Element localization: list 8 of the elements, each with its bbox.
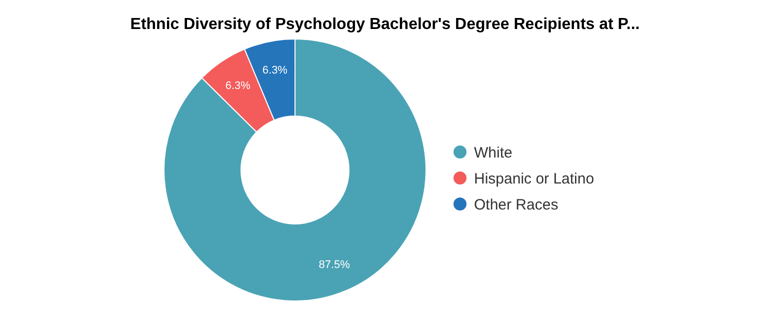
data-label: 6.3% [262,64,288,77]
legend-label: White [474,144,512,162]
legend-label: Hispanic or Latino [474,170,594,188]
chart-title: Ethnic Diversity of Psychology Bachelor's Degree Recipients at P... [130,16,640,33]
data-label: 6.3% [225,80,251,92]
donut-slice [164,38,426,302]
legend-label: Other Races [474,196,558,214]
data-label: 87.5% [318,259,350,272]
